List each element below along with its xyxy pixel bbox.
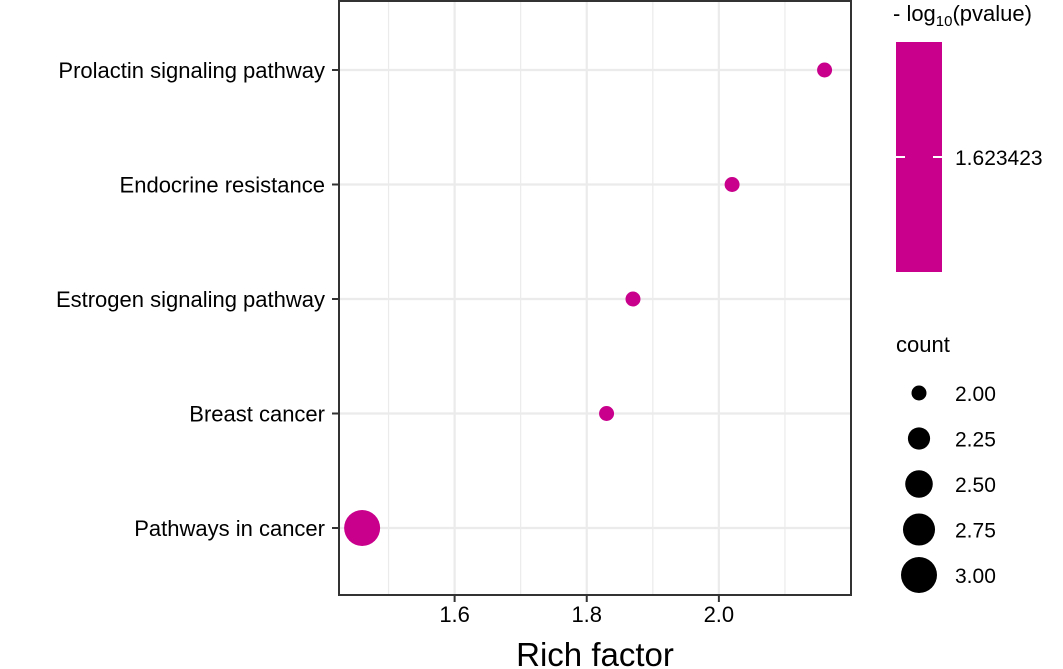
x-tick-label: 1.6 [439, 602, 470, 627]
size-legend-key [911, 385, 927, 401]
color-legend-title-suffix: (pvalue) [952, 1, 1031, 26]
size-legend-label: 3.00 [955, 565, 996, 588]
x-tick-label: 2.0 [704, 602, 735, 627]
size-legend-key [907, 427, 931, 450]
y-tick-label: Endocrine resistance [120, 173, 325, 198]
color-legend-label: 1.623423 [955, 147, 1043, 170]
size-legend-label: 2.75 [955, 520, 996, 543]
y-tick-label: Pathways in cancer [134, 516, 325, 541]
size-legend: count 2.00 2.25 2.50 2.75 3.00 [896, 332, 996, 593]
data-point [599, 406, 615, 421]
data-point [724, 177, 740, 192]
x-axis: 1.6 1.8 2.0 [439, 595, 734, 627]
size-legend-label: 2.25 [955, 429, 996, 452]
x-axis-title: Rich factor [516, 636, 674, 669]
y-tick-label: Prolactin signaling pathway [58, 58, 325, 83]
size-legend-key [905, 470, 933, 498]
size-legend-title: count [896, 332, 950, 357]
grid-lines [339, 1, 852, 595]
y-axis: Prolactin signaling pathway Endocrine res… [56, 58, 339, 541]
y-tick-label: Estrogen signaling pathway [56, 287, 325, 312]
data-point [344, 510, 381, 546]
size-legend-label: 2.50 [955, 474, 996, 497]
data-point [625, 291, 641, 307]
data-points [344, 62, 833, 546]
size-legend-key [902, 513, 936, 546]
size-legend-key [901, 557, 937, 593]
color-legend: - log10(pvalue) 1.623423 [893, 1, 1043, 272]
size-legend-label: 2.00 [955, 383, 996, 406]
color-legend-title-prefix: - log [893, 1, 936, 26]
color-legend-title-subscript: 10 [936, 13, 953, 30]
data-point [817, 62, 833, 78]
x-tick-label: 1.8 [571, 602, 602, 627]
y-tick-label: Breast cancer [189, 402, 325, 427]
color-legend-title: - log10(pvalue) [893, 1, 1032, 30]
